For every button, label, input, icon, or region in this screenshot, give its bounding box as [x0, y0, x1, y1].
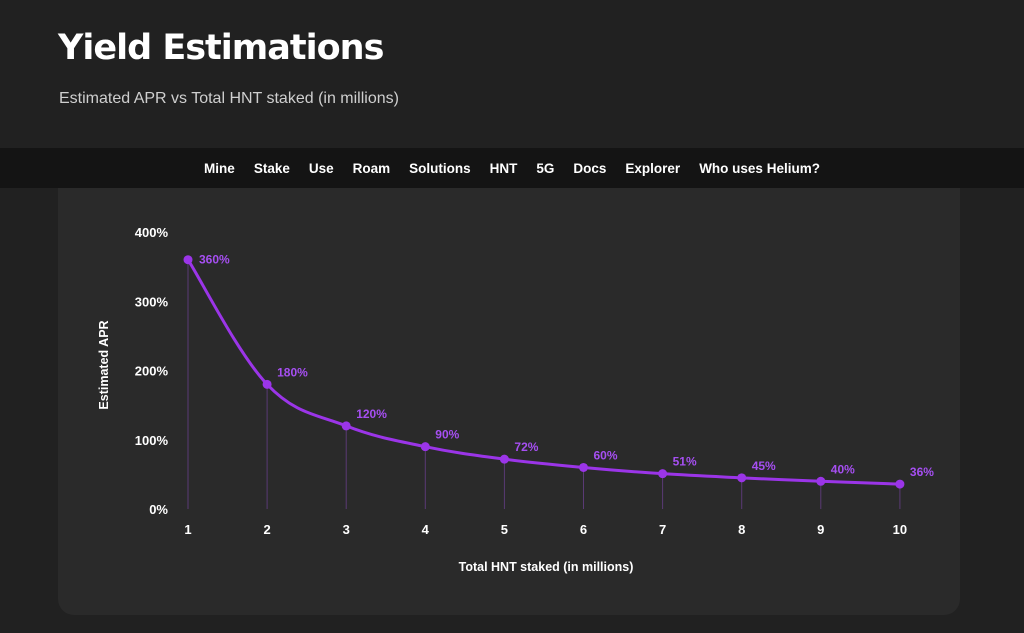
- nav-item-explorer[interactable]: Explorer: [625, 160, 681, 176]
- data-label-1: 360%: [199, 253, 230, 267]
- data-label-7: 51%: [673, 455, 697, 469]
- data-point-8: [737, 473, 747, 483]
- x-tick-label: 7: [659, 522, 666, 537]
- nav-item-roam[interactable]: Roam: [352, 160, 391, 176]
- data-label-9: 40%: [831, 462, 855, 476]
- data-point-10: [895, 479, 905, 489]
- nav-item-docs[interactable]: Docs: [573, 160, 607, 176]
- nav-item-mine[interactable]: Mine: [204, 160, 235, 176]
- nav-item-who-uses-helium[interactable]: Who uses Helium?: [699, 160, 820, 176]
- data-point-2: [262, 379, 272, 389]
- data-label-6: 60%: [594, 448, 618, 462]
- page-subtitle: Estimated APR vs Total HNT staked (in mi…: [59, 90, 399, 107]
- chart-card: 360% 180% 120% 90% 72% 60% 51% 45% 40% 36% 0% 100%…: [58, 188, 960, 615]
- data-labels: 360% 180% 120% 90% 72% 60% 51% 45% 40% 36%: [199, 253, 934, 479]
- x-tick-label: 2: [263, 522, 270, 537]
- nav-item-use[interactable]: Use: [308, 160, 334, 176]
- data-point-3: [341, 421, 351, 431]
- x-tick-label: 10: [893, 522, 907, 537]
- nav-item-5g[interactable]: 5G: [536, 160, 555, 176]
- y-tick-label: 100%: [135, 433, 169, 448]
- x-axis-label: Total HNT staked (in millions): [459, 560, 634, 574]
- data-label-4: 90%: [435, 428, 459, 442]
- x-tick-label: 1: [184, 522, 191, 537]
- data-point-9: [816, 476, 826, 486]
- y-tick-label: 400%: [135, 225, 169, 240]
- x-tick-label: 3: [343, 522, 350, 537]
- y-axis-ticks: 0% 100% 200% 300% 400%: [135, 225, 169, 517]
- nav-item-stake[interactable]: Stake: [253, 160, 290, 176]
- data-label-3: 120%: [356, 407, 387, 421]
- data-point-6: [579, 462, 588, 472]
- data-label-2: 180%: [277, 365, 308, 379]
- y-axis-label: Estimated APR: [97, 320, 111, 409]
- y-tick-label: 300%: [135, 294, 169, 309]
- y-tick-label: 0%: [149, 502, 168, 517]
- data-label-10: 36%: [910, 465, 934, 479]
- data-points: [183, 255, 905, 489]
- data-point-1: [183, 255, 193, 265]
- x-tick-label: 8: [738, 522, 745, 537]
- x-axis-ticks: 1 2 3 4 5 6 7 8 9 10: [184, 522, 907, 537]
- apr-line-chart: 360%180%120%90%72%60% 51% 45% 40% 36% 0%100%…: [97, 225, 934, 574]
- x-tick-label: 6: [580, 522, 587, 537]
- nav-item-hnt[interactable]: HNT: [489, 160, 518, 176]
- drop-lines: [187, 259, 901, 509]
- page-title: Yield Estimations: [58, 28, 384, 68]
- x-tick-label: 4: [422, 522, 430, 537]
- nav-items: Mine Stake Use Roam Solutions HNT 5G Doc…: [0, 148, 1024, 188]
- y-tick-label: 200%: [135, 364, 169, 379]
- nav-item-solutions[interactable]: Solutions: [409, 160, 471, 176]
- series-line: [186, 258, 902, 486]
- data-point-4: [420, 442, 430, 452]
- x-tick-label: 5: [501, 522, 508, 537]
- data-label-8: 45%: [752, 459, 776, 473]
- x-tick-label: 9: [817, 522, 824, 537]
- data-label-5: 72%: [514, 440, 538, 454]
- data-point-7: [658, 469, 668, 479]
- top-navigation: Mine Stake Use Roam Solutions HNT 5G Doc…: [0, 148, 1024, 188]
- data-point-5: [499, 454, 509, 464]
